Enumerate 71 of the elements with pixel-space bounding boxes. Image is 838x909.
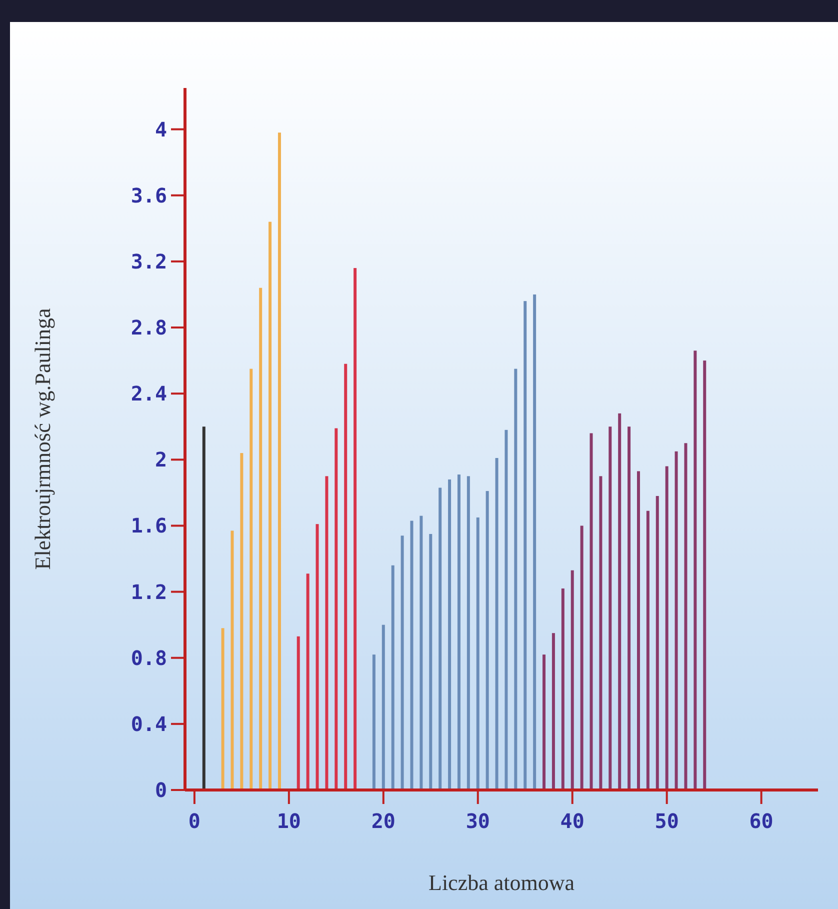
x-tick-label: 0 [188,809,200,833]
bar [580,526,584,790]
bar [372,654,376,790]
x-tick-label: 20 [371,809,396,833]
bar [344,364,348,790]
bar [674,451,678,790]
bar [656,496,659,790]
bar [561,588,564,790]
bar [296,636,300,790]
y-tick-label: 0 [154,778,167,802]
y-tick-label: 0.4 [130,712,167,736]
bar [646,510,650,790]
bar [354,268,357,790]
y-tick-label: 1.6 [130,514,167,538]
bar [628,426,631,790]
y-tick-label: 3.2 [130,249,167,274]
bar [608,426,612,790]
bar [240,453,244,790]
x-tick-label: 60 [749,809,774,833]
bar [636,471,640,790]
y-axis-title: Elektroujrmność wg.Paulinga [30,308,55,570]
bar [400,536,404,790]
x-tick-label: 40 [560,809,584,833]
bar [268,222,272,790]
y-tick-label: 2.4 [130,382,167,406]
bar [590,433,593,790]
bar [259,288,262,790]
bar [391,565,394,790]
bar [514,368,518,790]
bar [420,516,423,790]
bar [230,530,234,790]
bar [306,574,310,790]
bar [504,430,508,790]
bar [457,474,460,790]
bar [316,524,319,790]
bar [665,466,668,790]
bar [495,458,498,790]
bar [250,368,253,790]
y-tick-label: 4 [154,117,167,142]
bar [542,654,546,790]
bar [533,294,536,790]
y-tick-label: 2.8 [130,316,167,340]
bar [476,517,480,790]
y-tick-label: 1.2 [130,580,167,604]
bar [552,633,555,790]
bar [486,491,489,790]
bar [599,476,602,790]
y-tick-label: 2 [154,448,167,472]
bar [684,443,688,790]
bar [438,488,442,790]
bar [448,479,452,790]
bar [466,476,470,790]
bar [429,534,432,790]
bar [703,360,706,790]
bar [334,428,338,790]
bar [221,628,224,790]
x-axis-title: Liczba atomowa [428,870,575,895]
bar [410,520,414,790]
bar [325,476,328,790]
bar [382,624,385,790]
bar [570,570,574,790]
bar [278,132,281,790]
bar [524,301,527,790]
x-tick-label: 10 [276,809,301,833]
x-tick-label: 50 [654,809,679,833]
bar [618,413,622,790]
y-tick-label: 0.8 [130,646,167,670]
bar [694,350,697,790]
y-tick-label: 3.6 [130,183,167,208]
bar [202,426,206,790]
x-tick-label: 30 [466,809,490,833]
